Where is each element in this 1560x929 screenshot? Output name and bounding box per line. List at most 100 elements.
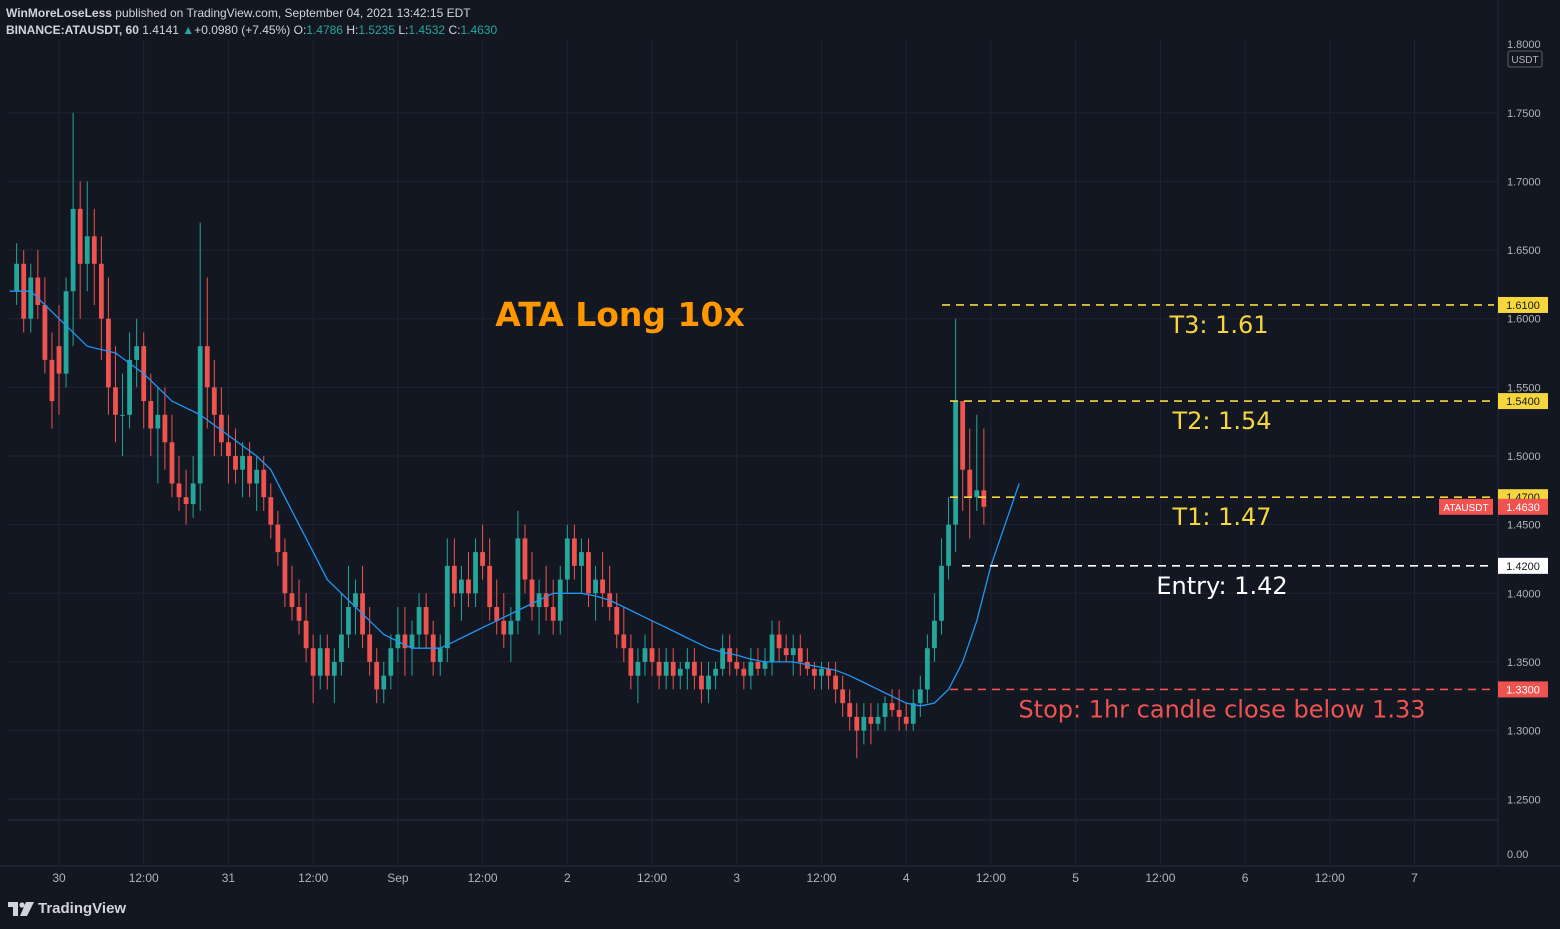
candle	[317, 634, 323, 690]
candle-body	[861, 716, 867, 731]
candle-body	[204, 346, 210, 388]
candle-body	[628, 648, 634, 676]
published-text: published on TradingView.com, September …	[115, 6, 471, 20]
level-tag-text: 1.6100	[1506, 300, 1540, 312]
x-tick-label: 12:00	[468, 871, 498, 885]
candle-body	[614, 607, 620, 635]
y-tick-label: 1.5000	[1507, 451, 1541, 463]
candle	[275, 510, 281, 566]
candle	[35, 250, 41, 319]
candle	[113, 346, 118, 443]
candle-body	[706, 675, 711, 690]
level-tag-text: 1.5400	[1506, 396, 1540, 408]
candle-body	[459, 579, 464, 594]
close-value: 1.4630	[460, 23, 498, 37]
candle	[741, 661, 747, 690]
x-tick-label: 7	[1411, 871, 1418, 885]
high-label: H:	[346, 23, 359, 37]
candle-body	[797, 648, 803, 662]
candle-body	[134, 346, 140, 360]
candle	[903, 703, 909, 731]
time-axis[interactable]: 30 12:00 31 12:00 Sep 12:00 2 12:00 3 12:00 4 12:00…	[52, 871, 1418, 885]
candle-body	[63, 291, 69, 374]
candle-body	[381, 675, 387, 690]
candle	[183, 469, 189, 525]
candle-body	[14, 263, 20, 292]
candle	[932, 593, 937, 662]
x-tick-label: 12:00	[976, 871, 1006, 885]
candle	[437, 634, 443, 676]
candle	[14, 243, 20, 305]
candle	[444, 538, 450, 662]
candle-body	[289, 593, 295, 608]
candle	[416, 593, 422, 649]
candle-body	[98, 263, 104, 319]
candle-body	[275, 524, 281, 553]
candle	[381, 661, 387, 704]
candle-body	[953, 401, 959, 525]
chart-title: ATA Long 10x	[495, 295, 744, 334]
candle-body	[155, 414, 161, 429]
candle-body	[183, 497, 189, 505]
candle-body	[826, 668, 831, 676]
candle	[141, 332, 147, 429]
candle	[797, 634, 803, 676]
candle	[699, 661, 704, 704]
price-axis[interactable]: 1.7500 1.7000 1.6500 1.6000 1.5500 1.5000 1.45…	[1507, 39, 1543, 861]
candle-body	[190, 483, 196, 505]
y-tick-label: 1.2500	[1507, 794, 1541, 806]
candle-body	[776, 634, 782, 649]
last-price-value: 1.4141	[142, 23, 179, 37]
candle	[614, 593, 620, 649]
candle-body	[783, 648, 789, 656]
candle	[790, 634, 796, 676]
tradingview-brand[interactable]: TradingView	[8, 900, 126, 917]
candle	[374, 648, 380, 704]
candle-body	[487, 565, 493, 608]
candle	[49, 332, 55, 429]
candle-body	[331, 661, 337, 676]
candle-body	[896, 710, 902, 717]
open-value: 1.4786	[306, 23, 343, 37]
currency-badge[interactable]	[1507, 50, 1543, 68]
symbol-price-tag	[1439, 498, 1493, 515]
ohlc-legend: BINANCE:ATAUSDT, 60 1.4141 ▲+0.0980 (+7.…	[6, 23, 497, 37]
candle-body	[981, 490, 987, 507]
level-tag-stop	[1498, 681, 1548, 698]
candle-body	[812, 668, 817, 676]
candle	[593, 565, 598, 621]
candle-body	[49, 359, 55, 402]
candle	[296, 579, 302, 635]
candle-body	[353, 593, 358, 608]
candle-body	[543, 593, 549, 608]
candle	[946, 497, 951, 580]
candle-body	[317, 648, 323, 676]
level-annotation-t1: T1: 1.47	[1171, 503, 1271, 531]
symbol-tag-text: ATAUSDT	[1443, 503, 1488, 514]
candle	[607, 565, 613, 621]
level-tag-t2	[1498, 393, 1548, 410]
candle-body	[635, 661, 641, 676]
y-tick-label: 1.4000	[1507, 588, 1541, 600]
level-tag-entry	[1498, 557, 1548, 574]
candle	[706, 661, 711, 704]
candle	[833, 661, 838, 704]
x-tick-label: 2	[564, 871, 571, 885]
candle-body	[35, 277, 41, 305]
candle-body	[790, 648, 796, 656]
candle-body	[670, 661, 676, 676]
candle	[98, 236, 104, 360]
x-tick-label: 12:00	[298, 871, 328, 885]
candle-body	[268, 497, 274, 525]
candle-body	[910, 703, 916, 724]
candle-body	[211, 387, 217, 415]
author-name[interactable]: WinMoreLoseLess	[6, 6, 112, 20]
y-tick-label: 1.3000	[1507, 726, 1541, 738]
x-tick-label: 12:00	[1315, 871, 1345, 885]
candle-body	[967, 469, 973, 498]
candles	[14, 112, 987, 759]
y-tick-label: 1.7500	[1507, 108, 1541, 120]
candle	[579, 538, 584, 594]
